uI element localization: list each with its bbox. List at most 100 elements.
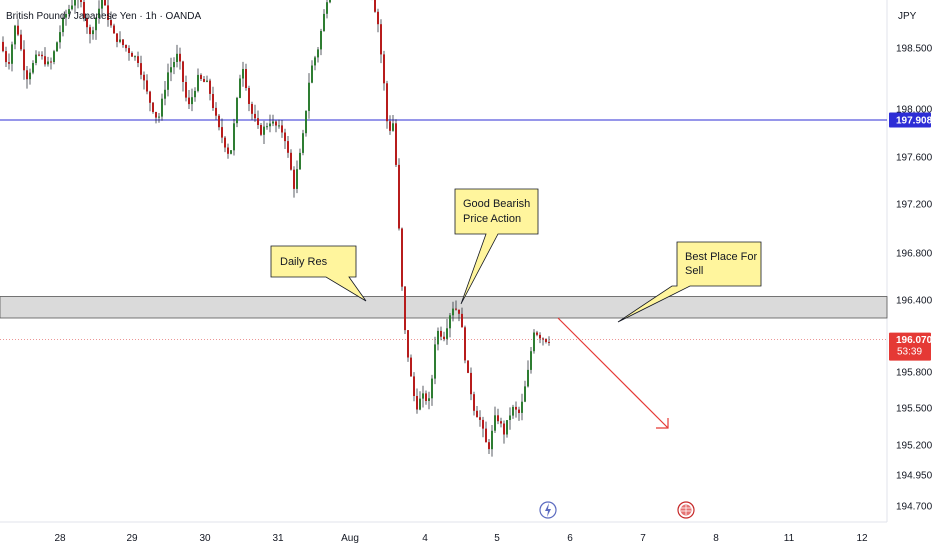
candle-bearish [458,309,460,314]
candle-bullish [14,25,16,45]
current-price-badge: 196.070 53:39 [889,332,932,361]
candle-bullish [434,344,436,379]
candle-bullish [329,0,331,3]
candle-bearish [284,132,286,142]
candle-bearish [203,79,205,82]
candle-bullish [296,169,298,189]
candle-bullish [194,90,196,98]
candle-bullish [11,44,13,64]
candle-bearish [185,82,187,98]
candle-bearish [227,147,229,154]
candle-bearish [287,141,289,153]
projection-arrow[interactable] [557,317,669,429]
candle-bearish [179,53,181,62]
candle-bearish [224,137,226,148]
candle-bearish [86,17,88,28]
candle-bullish [278,125,280,127]
candle-bearish [401,228,403,287]
price-tick-label: 198.500 [896,44,932,55]
candle-bearish [212,94,214,108]
callout-best-place-line2: Sell [685,265,703,277]
resistance-zone[interactable] [0,296,888,319]
candle-bullish [323,13,325,31]
candle-bearish [275,121,277,126]
time-tick-label: 12 [856,533,868,544]
price-tick-label: 195.500 [896,404,932,415]
candle-bearish [215,107,217,116]
price-tick-label: 195.200 [896,441,932,452]
candle-bearish [44,56,46,65]
candle-bearish [8,62,10,64]
candle-bearish [152,102,154,112]
callout-best-place[interactable]: Best Place For Sell [617,241,762,323]
candle-bearish [89,27,91,35]
candle-bullish [326,2,328,14]
candle-bullish [239,78,241,98]
countdown-timer: 53:39 [897,347,922,358]
candle-bearish [386,83,388,122]
candle-bullish [431,378,433,399]
candle-bullish [173,62,175,68]
candle-bullish [527,369,529,387]
candle-bearish [374,0,376,12]
candle-bearish [143,74,145,81]
candle-bullish [35,54,37,63]
candle-bearish [128,48,130,53]
candle-bearish [2,41,4,52]
candle-bearish [455,308,457,310]
candle-bearish [443,336,445,339]
time-tick-label: 6 [567,533,573,544]
candle-bearish [131,53,133,57]
candle-bullish [524,386,526,402]
candle-bearish [200,74,202,79]
candle-bearish [476,410,478,418]
candle-bullish [392,123,394,131]
candle-bullish [506,420,508,435]
candle-bearish [470,372,472,395]
symbol-title: British Pound / Japanese Yen · 1h · OAND… [6,11,201,22]
time-tick-label: 29 [126,533,138,544]
candle-bullish [314,57,316,66]
candle-bullish [65,14,67,18]
candle-bullish [494,415,496,431]
candle-bearish [146,80,148,92]
time-tick-label: 4 [422,533,428,544]
candle-bearish [155,112,157,118]
candle-bullish [176,53,178,62]
candle-bullish [158,116,160,118]
candle-bearish [38,54,40,56]
candle-bullish [53,51,55,62]
candle-bearish [260,125,262,135]
candle-bearish [17,25,19,35]
price-tick-label: 194.700 [896,502,932,513]
time-axis[interactable]: 28 29 30 31 Aug 4 5 6 7 8 11 12 [54,533,868,544]
candle-bearish [122,39,124,45]
candle-bearish [281,125,283,133]
candle-bullish [197,74,199,91]
candle-bearish [515,406,517,410]
price-axis[interactable]: 198.500 198.000 197.600 197.200 196.800 196.4… [896,44,932,513]
candle-bearish [542,338,544,340]
callout-good-bearish-line1: Good Bearish [463,198,530,210]
candle-bullish [422,393,424,399]
flag-icon[interactable] [677,501,695,519]
time-tick-label: 8 [713,533,719,544]
callout-daily-res[interactable]: Daily Res [270,245,367,302]
price-tick-label: 194.950 [896,471,932,482]
price-tick-label: 196.800 [896,249,932,260]
callout-good-bearish[interactable]: Good Bearish Price Action [454,188,539,305]
candle-bearish [20,34,22,50]
candle-bearish [5,51,7,63]
candle-bullish [92,30,94,35]
callout-daily-res-text: Daily Res [280,256,328,268]
candle-bullish [47,61,49,65]
candle-bearish [41,54,43,57]
lightning-icon[interactable] [539,501,557,519]
candle-bullish [134,56,136,58]
candle-bearish [398,164,400,229]
candle-bullish [164,89,166,99]
candle-bullish [263,126,265,135]
blue-line-price: 197.908 [896,116,932,127]
candle-bearish [104,0,106,6]
